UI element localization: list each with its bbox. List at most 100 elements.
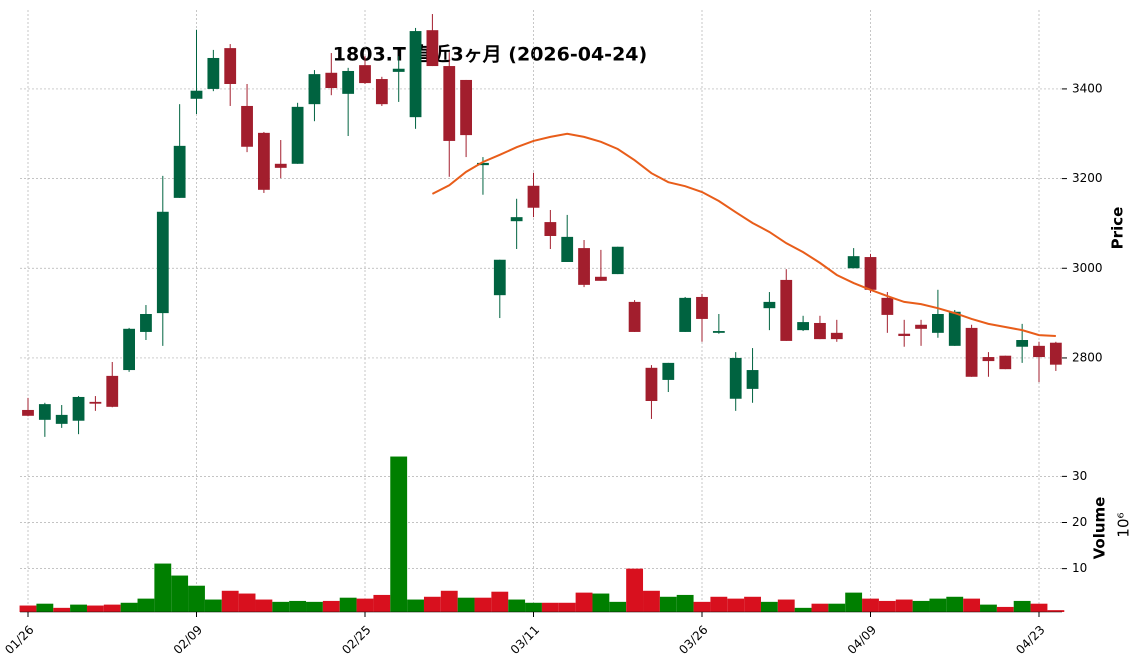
candle-body [578, 248, 590, 285]
volume-bar [525, 602, 542, 612]
y2-tick-label: 10 [1072, 561, 1087, 575]
volume-bar [407, 599, 424, 612]
volume-bar [895, 599, 913, 612]
candle-body [763, 301, 776, 309]
y2-tick-label: 30 [1072, 469, 1087, 483]
volume-bar [120, 602, 138, 612]
volume-bar [204, 599, 222, 612]
candle-body [746, 370, 759, 389]
x-tick-label: 03/26 [676, 623, 710, 657]
volume-bar [289, 600, 307, 612]
candle-body [814, 322, 826, 340]
candle-body [1049, 342, 1062, 365]
candle-body [342, 70, 355, 94]
candle-body [628, 301, 641, 332]
candle-body [426, 30, 439, 67]
volume-bar [491, 591, 509, 612]
candle-body [359, 65, 371, 84]
y-tick-label: 2800 [1072, 350, 1103, 364]
volume-bar [423, 596, 441, 612]
volume-bar [912, 600, 930, 612]
volume-bar [693, 601, 711, 612]
volume-bar [980, 604, 997, 612]
candle-body [392, 68, 405, 72]
volume-bar [36, 603, 54, 612]
volume-bar [811, 603, 829, 612]
candle-body [291, 106, 304, 164]
candle-body [712, 331, 725, 333]
candle-body [645, 367, 658, 401]
candle-body [679, 297, 692, 332]
volume-bar [626, 568, 644, 612]
volume-bar [710, 596, 728, 612]
candle-body [224, 48, 237, 84]
candle-body [38, 404, 51, 420]
y2-tick-label: 20 [1072, 515, 1087, 529]
candle-body [325, 72, 338, 89]
volume-bar [845, 592, 863, 612]
volume-bar [1047, 610, 1065, 612]
volume-bar [238, 593, 256, 612]
volume-bar [53, 607, 71, 612]
candle-body [830, 332, 843, 340]
volume-bar [609, 601, 627, 612]
candle-body [274, 163, 287, 168]
y2-axis-label: Volume [1091, 497, 1109, 560]
candle-body [190, 90, 203, 99]
candle-body [22, 409, 34, 416]
volume-bar [508, 599, 526, 612]
x-tick-label: 04/09 [845, 623, 879, 657]
candle-body [898, 333, 911, 336]
x-tick-label: 03/11 [508, 623, 542, 657]
volume-bar [946, 596, 964, 612]
y2-exponent: 10⁶ [1115, 512, 1133, 537]
chart-title: 1803.T 直近3ヶ月 (2026-04-24) [333, 43, 647, 66]
volume-bar [137, 598, 155, 612]
candle-body [106, 375, 119, 407]
candle-body [1016, 340, 1029, 347]
x-tick-label: 04/23 [1013, 623, 1047, 657]
candle-body [797, 322, 809, 331]
volume-bar [575, 592, 593, 612]
y-tick-label: 3400 [1072, 81, 1103, 95]
candle-body [510, 217, 523, 222]
volume-bar [760, 601, 778, 612]
candle-body [662, 362, 675, 380]
candle-body [780, 279, 793, 341]
volume-bar [1013, 600, 1031, 612]
candle-body [611, 246, 624, 275]
y-axis-label: Price [1109, 207, 1127, 250]
candle-body [965, 327, 978, 377]
candle-body [460, 79, 472, 136]
volume-bar [154, 563, 172, 612]
candle-body [881, 297, 894, 315]
candle-body [982, 357, 995, 362]
volume-bar [777, 599, 795, 612]
x-tick-label: 02/25 [339, 623, 373, 657]
candle-body [561, 236, 574, 262]
candle-body [696, 296, 708, 319]
volume-bar [474, 597, 492, 612]
volume-bar [306, 601, 323, 612]
volume-bar [592, 593, 610, 612]
volume-bar [339, 597, 357, 612]
candle-body [258, 132, 270, 190]
x-tick-label: 02/09 [171, 623, 205, 657]
volume-bar [676, 594, 694, 612]
volume-bar [272, 601, 290, 612]
moving-average-line [431, 132, 1056, 337]
volume-bar [171, 575, 189, 612]
candle-body [915, 324, 927, 329]
volume-bar [103, 604, 121, 612]
volume-bar [70, 604, 87, 612]
candle-body [544, 222, 557, 236]
volume-bar [862, 598, 879, 612]
volume-bar [744, 596, 761, 612]
candle-body [595, 276, 607, 281]
volume-bar [440, 590, 458, 612]
candle-body [948, 311, 961, 346]
candle-body [173, 145, 186, 198]
volume-bar [727, 598, 745, 612]
candle-body [932, 314, 944, 333]
